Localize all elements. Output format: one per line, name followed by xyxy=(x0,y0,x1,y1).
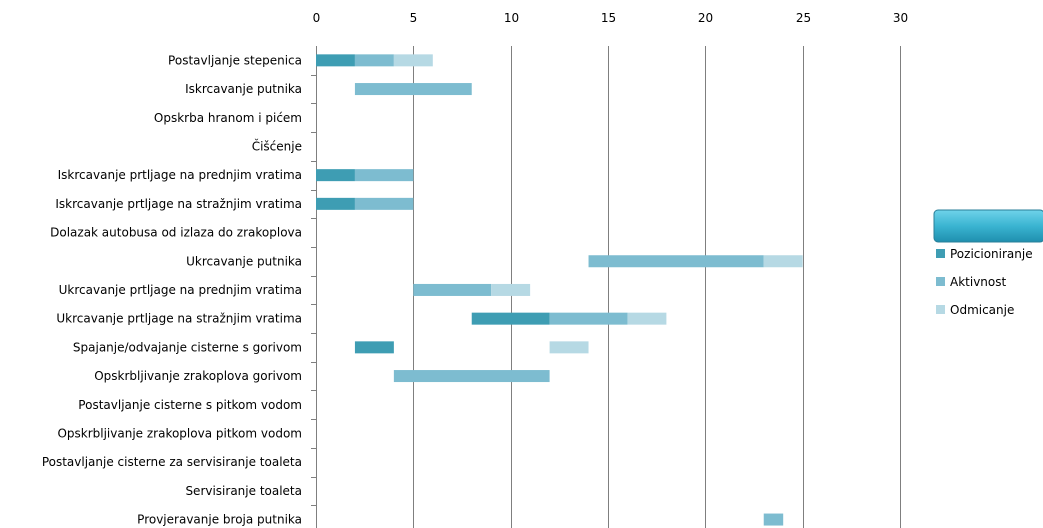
bar-pozicioniranje xyxy=(316,54,355,67)
category-label: Postavljanje cisterne za servisiranje to… xyxy=(42,455,302,469)
category-label: Iskrcavanje prtljage na stražnjim vratim… xyxy=(55,197,302,211)
category-label: Čišćenje xyxy=(252,138,302,153)
category-label: Dolazak autobusa od izlaza do zrakoplova xyxy=(50,226,302,240)
legend-label: Pozicioniranje xyxy=(950,247,1033,261)
legend-label: Aktivnost xyxy=(950,275,1006,289)
bar-aktivnost xyxy=(393,370,550,383)
category-label: Ukrcavanje prtljage na stražnjim vratima xyxy=(56,312,302,326)
bar-odmicanje xyxy=(549,341,589,354)
category-label: Servisiranje toaleta xyxy=(185,484,302,498)
bar-pozicioniranje xyxy=(471,312,550,325)
bar-aktivnost xyxy=(413,283,492,296)
category-labels: Postavljanje stepenica Iskrcavanje putnik… xyxy=(42,53,302,526)
bar-pozicioniranje xyxy=(354,341,394,354)
bar-odmicanje xyxy=(763,255,803,268)
x-axis-ticks: 0 5 10 15 20 25 30 xyxy=(313,11,908,25)
legend: Pozicioniranje Aktivnost Odmicanje xyxy=(933,209,1043,317)
bars xyxy=(316,54,803,526)
x-tick-label: 5 xyxy=(410,11,418,25)
bar-odmicanje xyxy=(393,54,433,67)
category-label: Iskrcavanje putnika xyxy=(185,82,302,96)
bar-aktivnost xyxy=(588,255,764,268)
legend-swatch xyxy=(936,249,945,258)
bar-odmicanje xyxy=(491,283,531,296)
bar-aktivnost xyxy=(354,83,472,96)
category-label: Provjeravanje broja putnika xyxy=(137,513,302,527)
x-tick-label: 25 xyxy=(796,11,811,25)
category-label: Postavljanje stepenica xyxy=(168,53,302,67)
category-label: Ukrcavanje prtljage na prednjim vratima xyxy=(59,283,302,297)
bar-odmicanje xyxy=(627,312,667,325)
legend-header xyxy=(933,209,1043,243)
legend-swatch xyxy=(936,305,945,314)
bar-aktivnost xyxy=(763,513,784,526)
x-tick-label: 15 xyxy=(601,11,616,25)
category-label: Opskrbljivanje zrakoplova gorivom xyxy=(94,369,302,383)
bar-pozicioniranje xyxy=(316,169,355,182)
category-label: Iskrcavanje prtljage na prednjim vratima xyxy=(58,168,302,182)
gridlines xyxy=(311,46,901,528)
bar-aktivnost xyxy=(354,197,414,210)
category-label: Ukrcavanje putnika xyxy=(186,254,302,268)
legend-label: Odmicanje xyxy=(950,303,1014,317)
category-label: Opskrba hranom i pićem xyxy=(154,111,302,125)
category-label: Postavljanje cisterne s pitkom vodom xyxy=(78,398,302,412)
x-tick-label: 30 xyxy=(893,11,908,25)
bar-pozicioniranje xyxy=(316,197,355,210)
category-label: Spajanje/odvajanje cisterne s gorivom xyxy=(73,340,302,354)
x-tick-label: 0 xyxy=(313,11,321,25)
legend-swatch xyxy=(936,277,945,286)
x-tick-label: 10 xyxy=(504,11,519,25)
bar-aktivnost xyxy=(354,169,414,182)
bar-aktivnost xyxy=(549,312,628,325)
bar-aktivnost xyxy=(354,54,394,67)
category-label: Opskrbljivanje zrakoplova pitkom vodom xyxy=(57,426,302,440)
x-tick-label: 20 xyxy=(698,11,713,25)
